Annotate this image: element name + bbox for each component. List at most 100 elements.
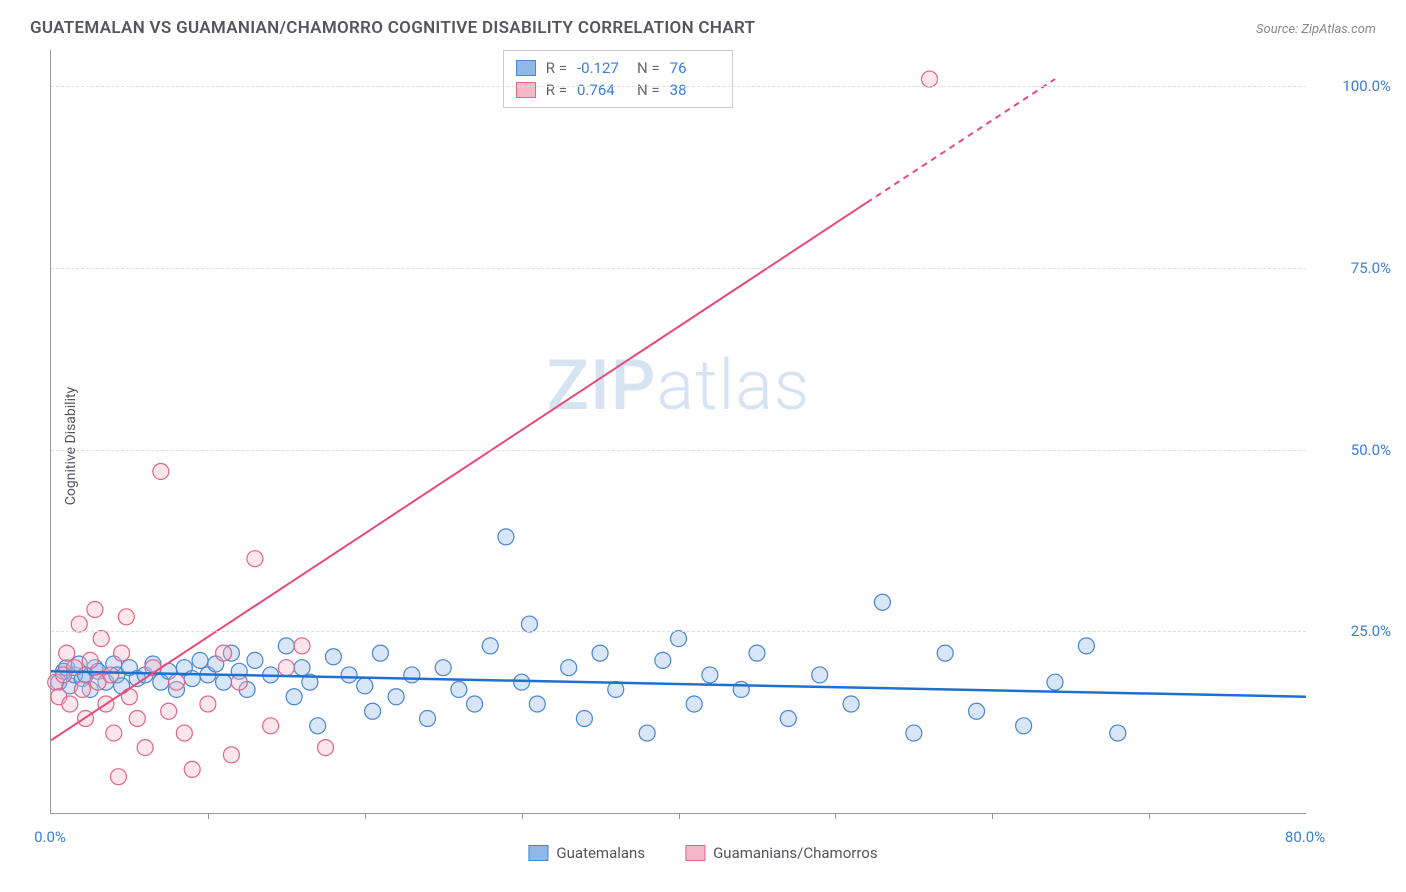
data-point [812, 667, 828, 683]
data-point [286, 689, 302, 705]
data-point [1110, 725, 1126, 741]
data-point [153, 463, 169, 479]
stat-n-value: 76 [670, 59, 720, 77]
x-tick [365, 813, 366, 819]
x-tick [835, 813, 836, 819]
data-point [404, 667, 420, 683]
data-point [843, 696, 859, 712]
legend-item: Guamanians/Chamorros [685, 844, 877, 862]
data-point [1047, 674, 1063, 690]
data-point [82, 652, 98, 668]
chart-svg [51, 50, 1306, 813]
data-point [521, 616, 537, 632]
data-point [372, 645, 388, 661]
data-point [318, 740, 334, 756]
x-tick [208, 813, 209, 819]
data-point [67, 660, 83, 676]
y-tick-label: 100.0% [1316, 77, 1391, 95]
data-point [969, 703, 985, 719]
data-point [87, 602, 103, 618]
data-point [671, 631, 687, 647]
data-point [749, 645, 765, 661]
data-point [388, 689, 404, 705]
data-point [467, 696, 483, 712]
x-tick [679, 813, 680, 819]
correlation-stats-box: R =-0.127N =76 R = 0.764 N = 38 [503, 50, 733, 108]
x-tick-label: 0.0% [34, 828, 66, 846]
data-point [733, 681, 749, 697]
y-tick-label: 25.0% [1316, 622, 1391, 640]
data-point [357, 678, 373, 694]
data-point [223, 747, 239, 763]
data-point [498, 529, 514, 545]
stat-r-value: -0.127 [577, 59, 627, 77]
gridline [51, 450, 1306, 451]
data-point [137, 740, 153, 756]
data-point [702, 667, 718, 683]
stat-r-label: R = [546, 81, 567, 99]
data-point [161, 703, 177, 719]
data-point [561, 660, 577, 676]
data-point [184, 761, 200, 777]
stat-n-value: 38 [670, 81, 720, 99]
data-point [129, 711, 145, 727]
gridline [51, 86, 1306, 87]
data-point [216, 645, 232, 661]
data-point [529, 696, 545, 712]
data-point [114, 645, 130, 661]
data-point [231, 674, 247, 690]
data-point [655, 652, 671, 668]
data-point [110, 769, 126, 785]
data-point [294, 660, 310, 676]
data-point [341, 667, 357, 683]
x-tick-label: 80.0% [1285, 828, 1325, 846]
data-point [192, 652, 208, 668]
data-point [906, 725, 922, 741]
data-point [639, 725, 655, 741]
data-point [247, 551, 263, 567]
data-point [420, 711, 436, 727]
data-point [169, 674, 185, 690]
legend-swatch [516, 60, 536, 76]
legend-swatch [516, 82, 536, 98]
data-point [103, 667, 119, 683]
stat-n-label: N = [637, 81, 660, 99]
data-point [200, 696, 216, 712]
trend-line [51, 203, 867, 741]
legend-item: Guatemalans [528, 844, 645, 862]
data-point [325, 649, 341, 665]
data-point [686, 696, 702, 712]
chart-title: GUATEMALAN VS GUAMANIAN/CHAMORRO COGNITI… [30, 18, 755, 38]
data-point [1078, 638, 1094, 654]
data-point [780, 711, 796, 727]
x-tick [522, 813, 523, 819]
x-tick [1149, 813, 1150, 819]
data-point [310, 718, 326, 734]
data-point [74, 681, 90, 697]
data-point [592, 645, 608, 661]
gridline [51, 631, 1306, 632]
legend-label: Guatemalans [556, 844, 645, 862]
gridline [51, 268, 1306, 269]
y-tick-label: 75.0% [1316, 259, 1391, 277]
data-point [922, 71, 938, 87]
legend-swatch [528, 845, 548, 861]
data-point [176, 725, 192, 741]
source-attribution: Source: ZipAtlas.com [1256, 22, 1376, 37]
stats-row: R =-0.127N =76 [516, 57, 720, 79]
stat-r-value: 0.764 [577, 81, 627, 99]
data-point [1016, 718, 1032, 734]
data-point [106, 725, 122, 741]
data-point [937, 645, 953, 661]
y-tick-label: 50.0% [1316, 441, 1391, 459]
data-point [71, 616, 87, 632]
trend-line-dashed [867, 79, 1055, 203]
data-point [62, 696, 78, 712]
data-point [294, 638, 310, 654]
data-point [451, 681, 467, 697]
legend-swatch [685, 845, 705, 861]
data-point [93, 631, 109, 647]
plot-area: ZIPatlas R =-0.127N =76R =0.764N =38 25.… [50, 50, 1306, 814]
data-point [216, 674, 232, 690]
data-point [874, 594, 890, 610]
